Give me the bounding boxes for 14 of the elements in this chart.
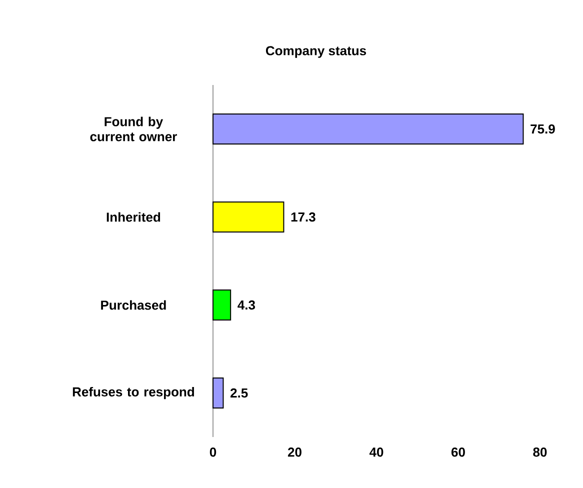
- y-tick-label: Inherited: [106, 212, 160, 222]
- y-tick-label: Found by current owner: [90, 116, 177, 142]
- y-tick-label: Refuses to respond: [72, 386, 194, 400]
- data-label: 75.9: [530, 124, 555, 134]
- data-label: 4.3: [238, 300, 256, 310]
- data-label: 2.5: [230, 388, 248, 398]
- chart-title: Company status: [266, 46, 366, 58]
- x-tick-label: 40: [369, 448, 384, 457]
- x-tick-label: 60: [451, 448, 465, 457]
- x-tick-label: 20: [288, 448, 302, 457]
- x-tick-label: 80: [533, 448, 547, 457]
- data-label: 17.3: [291, 212, 316, 222]
- y-tick-label: Purchased: [101, 300, 166, 310]
- x-tick-label: 0: [210, 448, 216, 457]
